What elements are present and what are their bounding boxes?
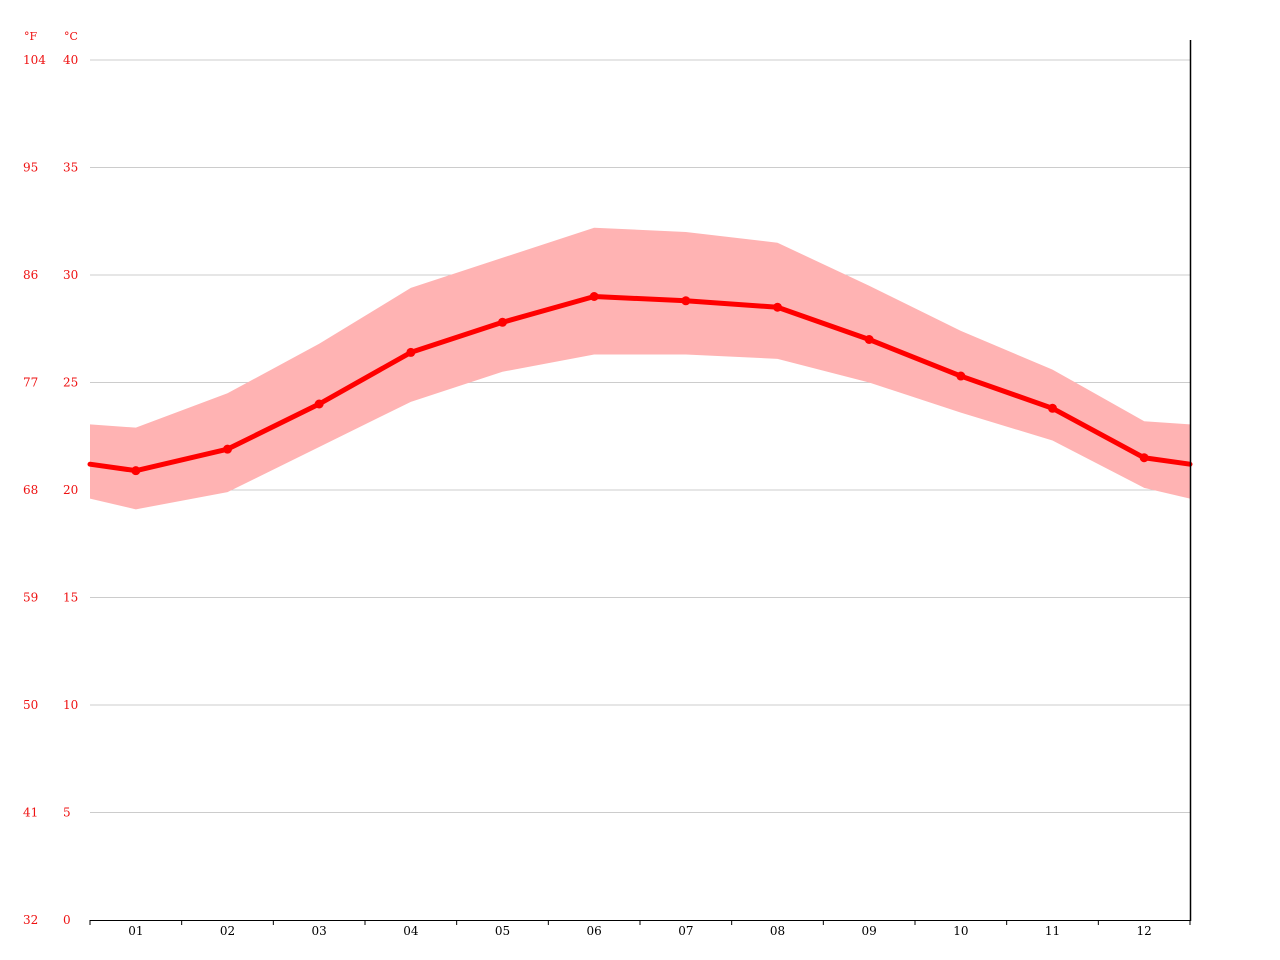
temperature-range-band bbox=[90, 227, 1190, 510]
y-tick-label-celsius: 20 bbox=[63, 483, 78, 497]
y-tick-label-celsius: 0 bbox=[63, 913, 71, 927]
x-tick-label: 10 bbox=[953, 924, 968, 938]
average-temperature-point bbox=[681, 296, 691, 306]
x-tick-label: 06 bbox=[587, 924, 602, 938]
y-tick-label-fahrenheit: 32 bbox=[23, 913, 38, 927]
y-tick-label-fahrenheit: 77 bbox=[23, 376, 38, 390]
average-temperature-point bbox=[131, 466, 141, 476]
average-temperature-point bbox=[1048, 403, 1057, 413]
temperature-range-band-layer bbox=[90, 227, 1190, 510]
axis-layer bbox=[89, 40, 1192, 925]
x-tick-label: 05 bbox=[495, 924, 510, 938]
x-tick-label: 02 bbox=[220, 924, 235, 938]
y-axis-unit-celsius: °C bbox=[64, 30, 78, 43]
average-temperature-point bbox=[223, 444, 232, 454]
x-tick-label: 08 bbox=[770, 924, 785, 938]
x-tick-label: 09 bbox=[862, 924, 877, 938]
average-temperature-point bbox=[498, 317, 507, 327]
x-tick-label: 04 bbox=[403, 924, 419, 938]
y-tick-label-fahrenheit: 95 bbox=[23, 161, 38, 175]
y-tick-label-fahrenheit: 50 bbox=[23, 698, 38, 712]
x-tick-label: 01 bbox=[128, 924, 143, 938]
y-tick-label-celsius: 30 bbox=[63, 268, 78, 282]
y-tick-label-celsius: 25 bbox=[63, 376, 78, 390]
y-tick-label-fahrenheit: 86 bbox=[23, 268, 38, 282]
average-temperature-point bbox=[773, 302, 782, 312]
average-temperature-point bbox=[314, 399, 324, 409]
average-temperature-point bbox=[1139, 453, 1149, 463]
y-tick-label-celsius: 5 bbox=[63, 806, 71, 820]
x-tick-label: 07 bbox=[678, 924, 693, 938]
average-temperature-line bbox=[87, 294, 1193, 474]
x-tick-label: 12 bbox=[1137, 924, 1152, 938]
temperature-line-layer bbox=[87, 292, 1193, 476]
y-tick-label-celsius: 15 bbox=[63, 591, 78, 605]
y-axis-unit-fahrenheit: °F bbox=[24, 30, 38, 43]
x-tick-label: 11 bbox=[1045, 924, 1060, 938]
y-tick-label-celsius: 35 bbox=[63, 161, 78, 175]
y-tick-label-celsius: 10 bbox=[63, 698, 78, 712]
y-tick-label-fahrenheit: 104 bbox=[23, 53, 46, 67]
y-tick-label-fahrenheit: 68 bbox=[23, 483, 38, 497]
y-tick-label-fahrenheit: 41 bbox=[23, 806, 38, 820]
average-temperature-point bbox=[589, 292, 599, 301]
average-temperature-point bbox=[406, 347, 416, 357]
y-tick-label-celsius: 40 bbox=[63, 53, 78, 67]
x-tick-label: 03 bbox=[312, 924, 327, 938]
average-temperature-point bbox=[864, 335, 874, 344]
y-tick-label-fahrenheit: 59 bbox=[23, 591, 38, 605]
average-temperature-point bbox=[956, 371, 966, 381]
